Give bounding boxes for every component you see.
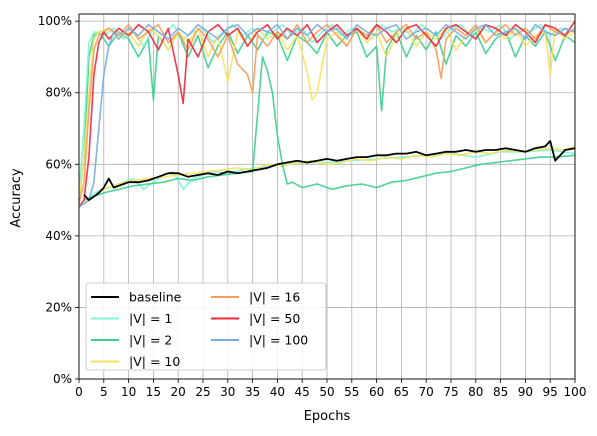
x-tick-label: 50	[319, 385, 334, 399]
x-tick-label: 30	[220, 385, 235, 399]
x-tick-label: 20	[171, 385, 186, 399]
x-tick-label: 35	[245, 385, 260, 399]
series-line-v-2	[83, 56, 576, 201]
y-axis-label: Accuracy	[9, 168, 24, 228]
y-tick-label: 80%	[45, 86, 72, 100]
x-tick-label: 75	[443, 385, 458, 399]
series-line-v-1	[78, 23, 576, 193]
x-tick-label: 80	[468, 385, 483, 399]
x-tick-label: 0	[75, 385, 83, 399]
tick-labels: 0 5 10 15 20 25 30 35 40 45 50 55 60 65 70 75 80 85 90 95 10…	[38, 14, 587, 399]
y-tick-label: 60%	[45, 157, 72, 171]
x-tick-label: 15	[146, 385, 161, 399]
legend-label: |V| = 10	[129, 354, 180, 369]
x-tick-label: 25	[195, 385, 210, 399]
series-line-v-100	[78, 23, 576, 208]
y-tick-label: 100%	[38, 14, 72, 28]
y-tick-label: 0%	[53, 372, 72, 386]
legend-label: |V| = 2	[129, 333, 172, 348]
legend-label: |V| = 100	[249, 333, 308, 348]
x-tick-label: 65	[394, 385, 409, 399]
x-tick-label: 40	[270, 385, 285, 399]
x-tick-label: 5	[100, 385, 108, 399]
series-line-baseline	[83, 140, 576, 202]
legend-label: baseline	[129, 290, 182, 305]
axes	[75, 13, 576, 383]
y-tick-label: 20%	[45, 300, 72, 314]
y-tick-label: 40%	[45, 229, 72, 243]
x-tick-label: 100	[564, 385, 587, 399]
legend-label: |V| = 16	[249, 290, 300, 305]
x-tick-label: 55	[344, 385, 359, 399]
x-tick-label: 10	[121, 385, 136, 399]
legend-label: |V| = 50	[249, 311, 300, 326]
x-tick-label: 45	[295, 385, 310, 399]
series-line-v-2	[78, 31, 576, 201]
x-tick-label: 95	[543, 385, 558, 399]
legend: baseline |V| = 1 |V| = 2 |V| = 10 |V| = 16 |V…	[85, 282, 327, 371]
series-lines	[78, 20, 576, 208]
x-axis-label: Epochs	[304, 409, 351, 424]
x-tick-label: 60	[369, 385, 384, 399]
legend-label: |V| = 1	[129, 311, 172, 326]
series-line-v-10	[83, 145, 576, 201]
x-tick-label: 90	[518, 385, 533, 399]
legend-box	[85, 282, 327, 371]
x-tick-label: 70	[419, 385, 434, 399]
x-tick-label: 85	[493, 385, 508, 399]
